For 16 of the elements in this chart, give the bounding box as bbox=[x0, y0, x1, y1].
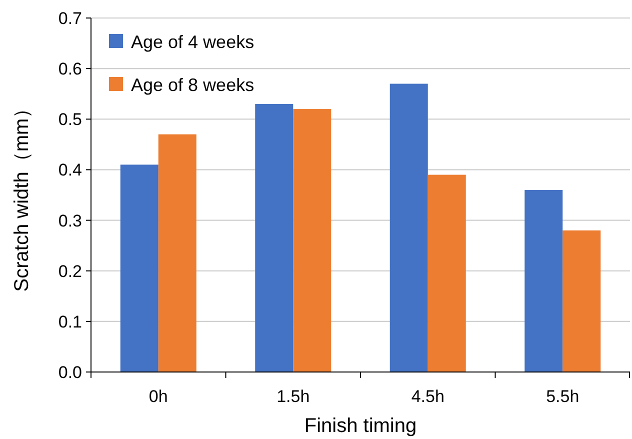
legend-label: Age of 4 weeks bbox=[131, 32, 254, 52]
y-tick-label: 0.5 bbox=[58, 110, 82, 130]
x-tick-label: 1.5h bbox=[276, 387, 310, 406]
y-tick-label: 0.4 bbox=[58, 160, 82, 180]
y-tick-label: 0.7 bbox=[58, 9, 82, 28]
y-tick-label: 0.3 bbox=[58, 211, 82, 230]
x-tick-label: 0h bbox=[148, 387, 168, 406]
y-tick-label: 0.0 bbox=[58, 363, 82, 382]
x-tick-label: 4.5h bbox=[411, 387, 444, 406]
y-axis-title: Scratch width（mm） bbox=[11, 98, 33, 292]
y-tick-label: 0.6 bbox=[58, 60, 82, 79]
x-axis-title: Finish timing bbox=[304, 415, 417, 437]
legend-label: Age of 8 weeks bbox=[131, 75, 254, 95]
x-tick-label: 5.5h bbox=[546, 387, 580, 406]
y-tick-label: 0.2 bbox=[58, 262, 82, 281]
y-tick-label: 0.1 bbox=[58, 312, 82, 332]
